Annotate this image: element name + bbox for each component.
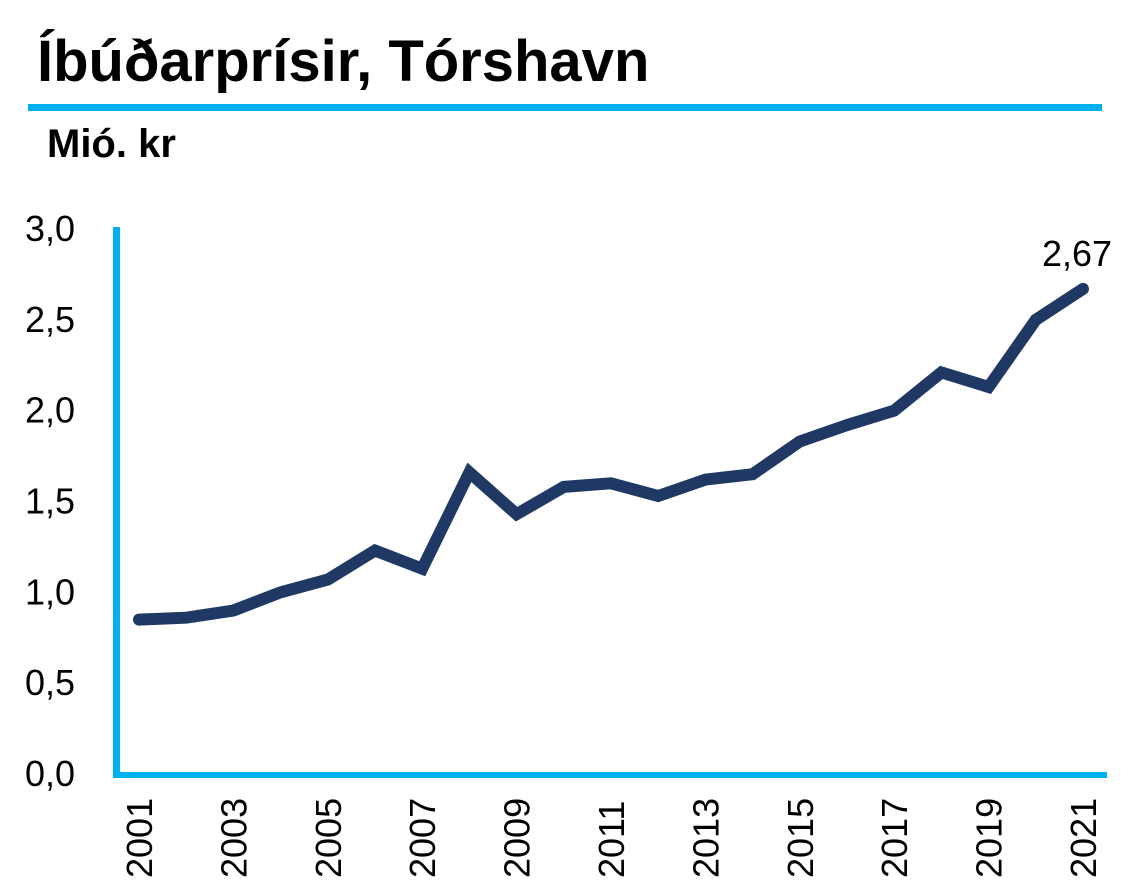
price-series-line — [133, 282, 1089, 626]
y-tick-label: 0,0 — [25, 753, 75, 794]
y-tick-label: 1,5 — [25, 480, 75, 521]
x-tick-label: 2005 — [308, 798, 349, 878]
page-title: Íbúðarprísir, Tórshavn — [37, 29, 650, 94]
y-tick-label: 2,5 — [25, 299, 75, 340]
end-value-label: 2,67 — [1042, 233, 1112, 274]
x-tick-label: 2009 — [497, 798, 538, 878]
x-tick-label: 2007 — [402, 798, 443, 878]
x-tick-label: 2017 — [874, 798, 915, 878]
y-tick-label: 3,0 — [25, 208, 75, 249]
x-tick-label: 2011 — [591, 801, 632, 878]
y-tick-label: 0,5 — [25, 662, 75, 703]
x-tick-label: 2013 — [685, 798, 726, 878]
x-tick-label: 2021 — [1063, 798, 1104, 878]
x-tick-label: 2019 — [969, 798, 1010, 878]
y-tick-label: 2,0 — [25, 390, 75, 431]
y-axis-unit-label: Mió. kr — [47, 122, 176, 166]
title-underline-rule — [28, 104, 1102, 111]
y-tick-label: 1,0 — [25, 571, 75, 612]
x-tick-label: 2015 — [780, 798, 821, 878]
x-tick-label: 2001 — [119, 798, 160, 878]
x-tick-label: 2003 — [213, 798, 254, 878]
